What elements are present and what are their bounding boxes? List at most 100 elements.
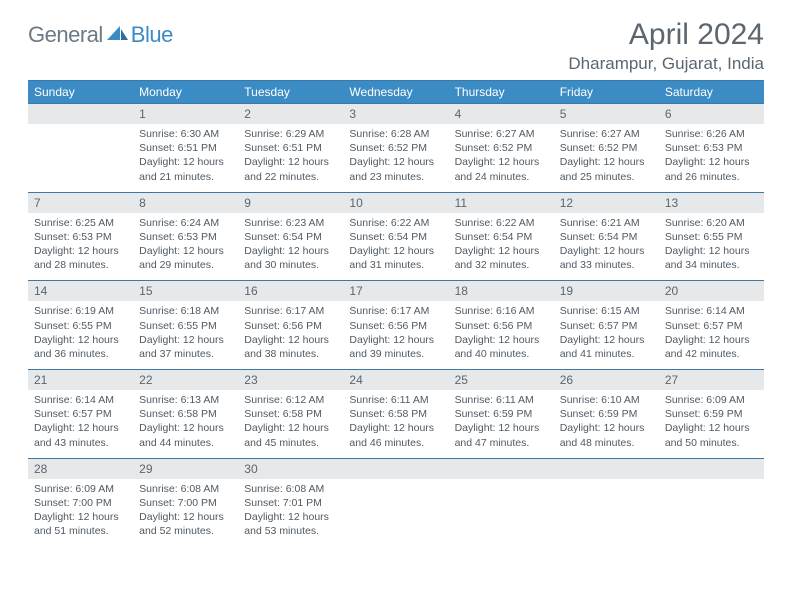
- day-cell: [449, 479, 554, 547]
- daylight2-text: and 33 minutes.: [560, 258, 653, 272]
- day-cell: [659, 479, 764, 547]
- sunset-text: Sunset: 6:54 PM: [244, 230, 337, 244]
- day-number: 7: [28, 192, 133, 213]
- sunset-text: Sunset: 6:57 PM: [560, 319, 653, 333]
- day-number: 13: [659, 192, 764, 213]
- day-number-row: 123456: [28, 104, 764, 125]
- daylight1-text: Daylight: 12 hours: [455, 421, 548, 435]
- sunrise-text: Sunrise: 6:14 AM: [665, 304, 758, 318]
- sunrise-text: Sunrise: 6:17 AM: [349, 304, 442, 318]
- sunrise-text: Sunrise: 6:24 AM: [139, 216, 232, 230]
- sunset-text: Sunset: 7:01 PM: [244, 496, 337, 510]
- day-number: 3: [343, 104, 448, 125]
- weekday-header: Friday: [554, 81, 659, 104]
- sunset-text: Sunset: 6:53 PM: [665, 141, 758, 155]
- calendar-table: SundayMondayTuesdayWednesdayThursdayFrid…: [28, 81, 764, 546]
- calendar-page: General Blue April 2024 Dharampur, Gujar…: [0, 0, 792, 546]
- weekday-header-row: SundayMondayTuesdayWednesdayThursdayFrid…: [28, 81, 764, 104]
- daylight2-text: and 39 minutes.: [349, 347, 442, 361]
- day-number: 25: [449, 370, 554, 391]
- day-cell: [28, 124, 133, 192]
- day-cell: Sunrise: 6:24 AMSunset: 6:53 PMDaylight:…: [133, 213, 238, 281]
- day-cell: [343, 479, 448, 547]
- daylight2-text: and 22 minutes.: [244, 170, 337, 184]
- daylight2-text: and 24 minutes.: [455, 170, 548, 184]
- daylight2-text: and 52 minutes.: [139, 524, 232, 538]
- month-title: April 2024: [568, 18, 764, 52]
- daylight2-text: and 21 minutes.: [139, 170, 232, 184]
- sunset-text: Sunset: 6:59 PM: [455, 407, 548, 421]
- day-cell: Sunrise: 6:16 AMSunset: 6:56 PMDaylight:…: [449, 301, 554, 369]
- day-content-row: Sunrise: 6:30 AMSunset: 6:51 PMDaylight:…: [28, 124, 764, 192]
- daylight1-text: Daylight: 12 hours: [455, 155, 548, 169]
- sunset-text: Sunset: 6:52 PM: [560, 141, 653, 155]
- day-cell: Sunrise: 6:28 AMSunset: 6:52 PMDaylight:…: [343, 124, 448, 192]
- sunrise-text: Sunrise: 6:09 AM: [665, 393, 758, 407]
- sunrise-text: Sunrise: 6:27 AM: [455, 127, 548, 141]
- day-cell: Sunrise: 6:11 AMSunset: 6:58 PMDaylight:…: [343, 390, 448, 458]
- day-number-row: 14151617181920: [28, 281, 764, 302]
- day-number: [28, 104, 133, 125]
- sunset-text: Sunset: 7:00 PM: [139, 496, 232, 510]
- daylight2-text: and 28 minutes.: [34, 258, 127, 272]
- title-block: April 2024 Dharampur, Gujarat, India: [568, 18, 764, 74]
- day-cell: Sunrise: 6:13 AMSunset: 6:58 PMDaylight:…: [133, 390, 238, 458]
- daylight2-text: and 41 minutes.: [560, 347, 653, 361]
- day-cell: Sunrise: 6:25 AMSunset: 6:53 PMDaylight:…: [28, 213, 133, 281]
- day-number: 28: [28, 458, 133, 479]
- sunrise-text: Sunrise: 6:20 AM: [665, 216, 758, 230]
- day-number: 11: [449, 192, 554, 213]
- day-content-row: Sunrise: 6:14 AMSunset: 6:57 PMDaylight:…: [28, 390, 764, 458]
- day-cell: Sunrise: 6:09 AMSunset: 6:59 PMDaylight:…: [659, 390, 764, 458]
- sunset-text: Sunset: 6:54 PM: [560, 230, 653, 244]
- daylight2-text: and 37 minutes.: [139, 347, 232, 361]
- day-number: 18: [449, 281, 554, 302]
- daylight1-text: Daylight: 12 hours: [244, 155, 337, 169]
- day-cell: [554, 479, 659, 547]
- sunset-text: Sunset: 6:57 PM: [665, 319, 758, 333]
- sunrise-text: Sunrise: 6:28 AM: [349, 127, 442, 141]
- sunrise-text: Sunrise: 6:12 AM: [244, 393, 337, 407]
- daylight1-text: Daylight: 12 hours: [139, 421, 232, 435]
- day-cell: Sunrise: 6:26 AMSunset: 6:53 PMDaylight:…: [659, 124, 764, 192]
- sunrise-text: Sunrise: 6:08 AM: [244, 482, 337, 496]
- sunset-text: Sunset: 6:58 PM: [139, 407, 232, 421]
- daylight2-text: and 30 minutes.: [244, 258, 337, 272]
- daylight2-text: and 43 minutes.: [34, 436, 127, 450]
- daylight2-text: and 44 minutes.: [139, 436, 232, 450]
- sunrise-text: Sunrise: 6:10 AM: [560, 393, 653, 407]
- day-cell: Sunrise: 6:20 AMSunset: 6:55 PMDaylight:…: [659, 213, 764, 281]
- daylight1-text: Daylight: 12 hours: [665, 333, 758, 347]
- day-cell: Sunrise: 6:17 AMSunset: 6:56 PMDaylight:…: [238, 301, 343, 369]
- day-cell: Sunrise: 6:08 AMSunset: 7:01 PMDaylight:…: [238, 479, 343, 547]
- day-number: 8: [133, 192, 238, 213]
- daylight2-text: and 31 minutes.: [349, 258, 442, 272]
- day-number-row: 21222324252627: [28, 370, 764, 391]
- sunrise-text: Sunrise: 6:13 AM: [139, 393, 232, 407]
- sunrise-text: Sunrise: 6:27 AM: [560, 127, 653, 141]
- daylight1-text: Daylight: 12 hours: [139, 244, 232, 258]
- day-number: 5: [554, 104, 659, 125]
- sunrise-text: Sunrise: 6:11 AM: [455, 393, 548, 407]
- sunrise-text: Sunrise: 6:15 AM: [560, 304, 653, 318]
- sunset-text: Sunset: 6:57 PM: [34, 407, 127, 421]
- sunset-text: Sunset: 7:00 PM: [34, 496, 127, 510]
- day-cell: Sunrise: 6:17 AMSunset: 6:56 PMDaylight:…: [343, 301, 448, 369]
- day-number: 6: [659, 104, 764, 125]
- sunset-text: Sunset: 6:59 PM: [665, 407, 758, 421]
- weekday-header: Saturday: [659, 81, 764, 104]
- day-cell: Sunrise: 6:10 AMSunset: 6:59 PMDaylight:…: [554, 390, 659, 458]
- day-number: [449, 458, 554, 479]
- daylight2-text: and 42 minutes.: [665, 347, 758, 361]
- daylight2-text: and 40 minutes.: [455, 347, 548, 361]
- day-number: [343, 458, 448, 479]
- daylight1-text: Daylight: 12 hours: [560, 333, 653, 347]
- daylight2-text: and 26 minutes.: [665, 170, 758, 184]
- daylight1-text: Daylight: 12 hours: [560, 155, 653, 169]
- day-content-row: Sunrise: 6:09 AMSunset: 7:00 PMDaylight:…: [28, 479, 764, 547]
- daylight2-text: and 36 minutes.: [34, 347, 127, 361]
- daylight2-text: and 34 minutes.: [665, 258, 758, 272]
- daylight1-text: Daylight: 12 hours: [665, 244, 758, 258]
- sunset-text: Sunset: 6:59 PM: [560, 407, 653, 421]
- day-cell: Sunrise: 6:15 AMSunset: 6:57 PMDaylight:…: [554, 301, 659, 369]
